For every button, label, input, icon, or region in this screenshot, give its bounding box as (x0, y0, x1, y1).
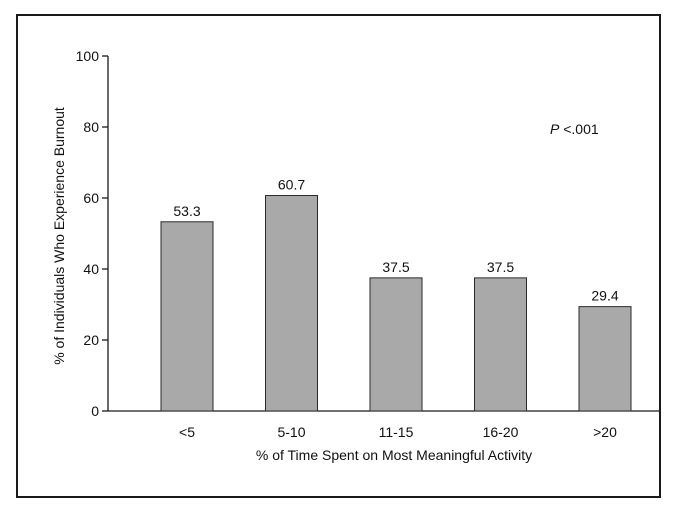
bar (578, 306, 632, 412)
y-tick-label: 20 (83, 332, 99, 348)
bars: 53.3 60.7 37.5 37.5 29.4 (160, 177, 632, 412)
x-tick-label: 11-15 (379, 424, 414, 440)
x-tick-label: >20 (593, 424, 617, 440)
p-value-rest: <.001 (559, 121, 599, 137)
y-tick-label: 80 (83, 119, 99, 135)
x-axis: <5 5-10 11-15 16-20 >20 (108, 410, 660, 440)
bar (369, 277, 423, 412)
bar (265, 195, 318, 412)
y-tick-label: 100 (76, 48, 100, 64)
bar-data-label: 37.5 (382, 259, 409, 275)
x-tick-label: <5 (179, 424, 195, 440)
y-tick-label: 40 (83, 261, 99, 277)
bar-data-label: 53.3 (173, 203, 200, 219)
x-tick-label: 16-20 (483, 424, 519, 440)
bar-data-label: 37.5 (487, 259, 514, 275)
bar-data-label: 29.4 (591, 288, 618, 304)
bar-data-label: 60.7 (278, 177, 305, 193)
x-axis-title: % of Time Spent on Most Meaningful Activ… (256, 447, 532, 463)
y-tick-label: 60 (83, 190, 99, 206)
y-tick-label: 0 (91, 403, 99, 419)
bar (474, 277, 527, 412)
p-value-annotation: P <.001 (550, 121, 599, 137)
p-value-italic: P (550, 121, 560, 137)
y-axis-title: % of Individuals Who Experience Burnout (51, 107, 67, 365)
x-tick-label: 5-10 (277, 424, 305, 440)
chart-frame (16, 14, 661, 498)
bar (160, 221, 214, 412)
y-axis: 0 20 40 60 80 100 (76, 48, 109, 419)
